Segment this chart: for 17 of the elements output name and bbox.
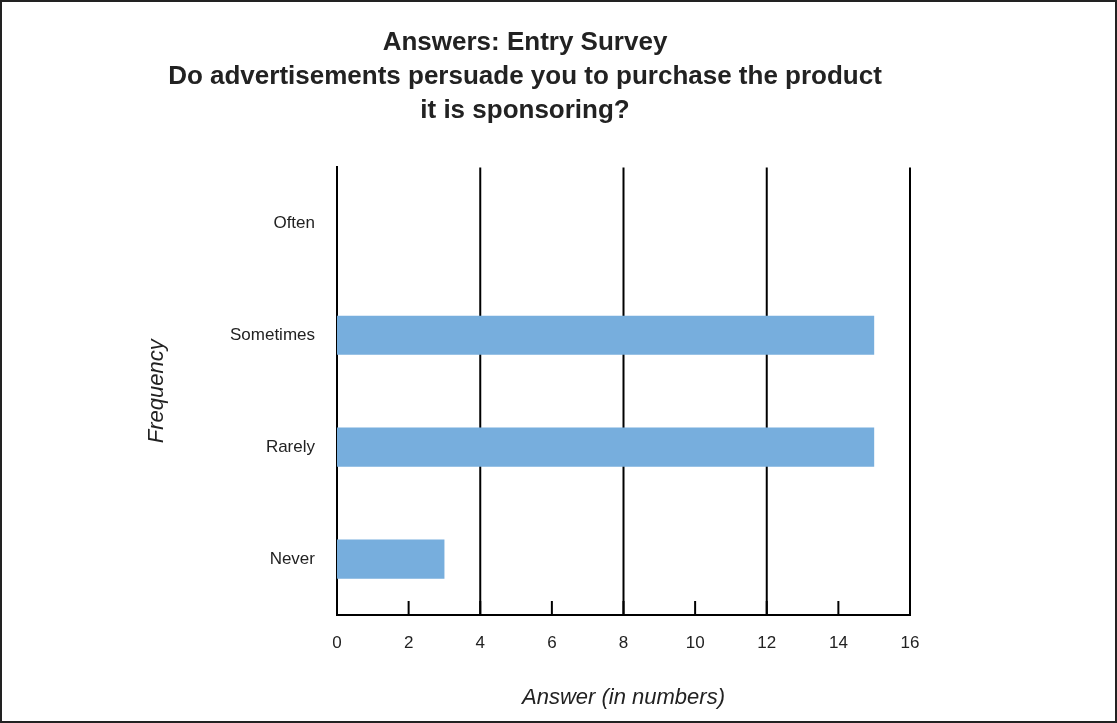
x-tick-label: 12 — [757, 632, 777, 652]
x-axis-title: Answer (in numbers) — [520, 683, 725, 709]
x-tick-label: 4 — [475, 632, 485, 652]
chart-subtitle: Do advertisements persuade you to purchase the product it is sponsoring? — [168, 59, 883, 124]
x-tick-label: 8 — [618, 632, 629, 652]
chart-title: Answers: Entry Survey — [382, 26, 668, 57]
y-axis-title: Frequency — [143, 337, 169, 444]
x-tick-label: 16 — [900, 632, 920, 652]
y-tick-label: Rarely — [265, 436, 316, 456]
x-tick-label: 0 — [332, 632, 342, 652]
x-tick-label: 6 — [547, 632, 557, 652]
y-tick-label: Often — [273, 213, 315, 233]
x-tick-label: 10 — [685, 632, 705, 652]
y-tick-label: Never — [269, 548, 316, 568]
x-tick-label: 2 — [403, 632, 414, 652]
x-tick-label: 14 — [828, 632, 848, 652]
y-tick-label: Sometimes — [229, 324, 315, 344]
